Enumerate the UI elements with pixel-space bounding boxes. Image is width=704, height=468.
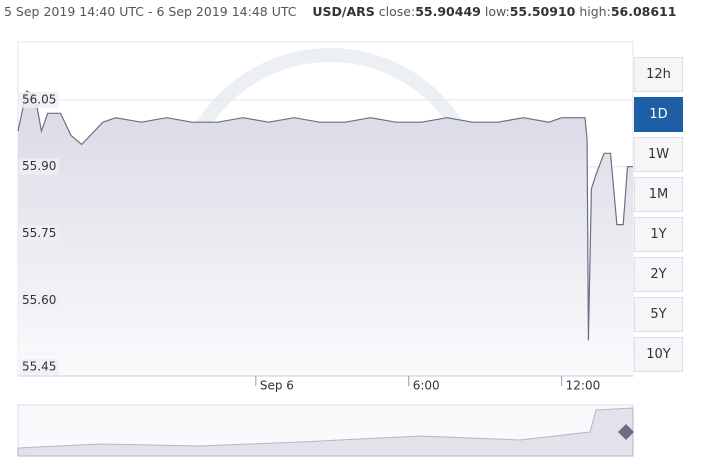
range-button[interactable]: 5Y [634,297,683,332]
y-tick-bg [19,158,59,175]
y-tick-label: 55.45 [22,360,56,374]
y-tick-label: 56.05 [22,92,56,106]
y-tick-label: 55.60 [22,293,56,307]
high: 56.08611 [610,4,677,19]
area-fill [18,91,633,376]
y-tick-label: 55.90 [22,159,56,173]
low: 55.50910 [509,4,576,19]
date-range: 5 Sep 2019 14:40 UTC - 6 Sep 2019 14:48 … [4,4,297,19]
y-tick-bg [19,359,59,376]
range-button[interactable]: 2Y [634,257,683,292]
header: 5 Sep 2019 14:40 UTC - 6 Sep 2019 14:48 … [4,4,676,19]
close: 55.90449 [415,4,481,19]
y-tick-bg [19,292,59,309]
x-tick-label: 6:00 [413,379,440,393]
price-line [17,90,633,341]
range-button[interactable]: 1D [634,97,683,132]
y-tick-bg [19,91,59,108]
high-label: high: [579,4,611,19]
navigator-handle[interactable] [618,424,634,440]
y-tick-label: 55.75 [22,226,56,240]
navigator-area [17,407,634,457]
range-button[interactable]: 1W [634,137,683,172]
x-tick-label: 12:00 [566,379,601,393]
range-button[interactable]: 10Y [634,337,683,372]
pair: USD/ARS [312,4,375,19]
low-label: low: [484,4,510,19]
range-button[interactable]: 1Y [634,217,683,252]
close-label: close: [378,4,416,19]
x-tick-label: Sep 6 [260,379,294,393]
y-tick-bg [19,225,59,242]
range-button[interactable]: 1M [634,177,683,212]
range-button[interactable]: 12h [634,57,683,92]
